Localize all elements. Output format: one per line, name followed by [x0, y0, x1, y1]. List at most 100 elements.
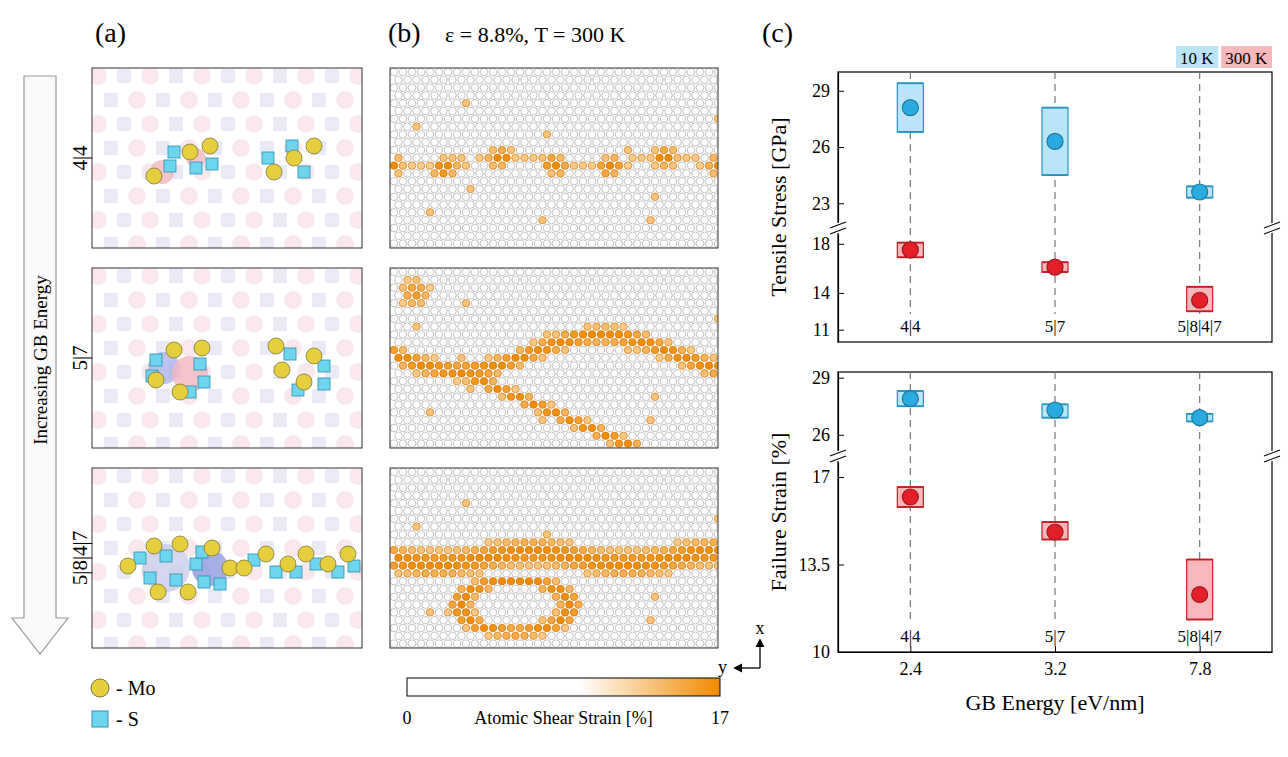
- atom: [669, 240, 677, 248]
- atom: [570, 315, 578, 323]
- atom: [503, 185, 511, 193]
- atom: [494, 92, 502, 100]
- atom: [395, 216, 403, 224]
- atom: [647, 76, 655, 84]
- atom: [507, 393, 515, 401]
- atom: [665, 354, 673, 362]
- atom: [530, 385, 538, 393]
- atom: [395, 307, 403, 315]
- lattice-site: [232, 539, 250, 557]
- atom: [575, 185, 583, 193]
- atom: [485, 123, 493, 131]
- atom: [669, 284, 677, 292]
- atom: [615, 146, 623, 154]
- atom: [629, 216, 637, 224]
- atom: [584, 354, 592, 362]
- atom: [539, 338, 547, 346]
- atom: [629, 370, 637, 378]
- atom: [548, 276, 556, 284]
- atom: [638, 323, 646, 331]
- atom: [575, 338, 583, 346]
- atom: [516, 409, 524, 417]
- atom: [701, 323, 709, 331]
- atom: [611, 276, 619, 284]
- atom: [480, 299, 488, 307]
- atom: [390, 146, 398, 154]
- atom: [444, 162, 452, 170]
- atom: [593, 201, 601, 209]
- atom: [539, 216, 547, 224]
- atom: [692, 276, 700, 284]
- lattice-site: [325, 213, 339, 227]
- atom: [633, 162, 641, 170]
- lattice-site: [180, 435, 198, 448]
- atom: [674, 370, 682, 378]
- atom: [476, 338, 484, 346]
- atom: [521, 201, 529, 209]
- atom: [507, 162, 515, 170]
- atom: [476, 385, 484, 393]
- atom: [462, 362, 470, 370]
- lattice-site: [169, 413, 183, 427]
- atom: [539, 185, 547, 193]
- atom: [696, 377, 704, 385]
- atom: [674, 292, 682, 300]
- atom: [638, 338, 646, 346]
- atom: [557, 354, 565, 362]
- atom: [399, 284, 407, 292]
- atom: [687, 315, 695, 323]
- atom: [431, 401, 439, 409]
- atom: [534, 240, 542, 248]
- atom: [449, 401, 457, 409]
- atom: [561, 284, 569, 292]
- structure-panel: [89, 267, 406, 477]
- atom: [431, 107, 439, 115]
- atom: [642, 268, 650, 276]
- atom: [539, 354, 547, 362]
- atom: [467, 92, 475, 100]
- atom: [539, 107, 547, 115]
- mo-atom: [268, 338, 284, 354]
- atom: [575, 370, 583, 378]
- atom: [575, 292, 583, 300]
- lattice-site: [141, 611, 159, 629]
- atom: [624, 115, 632, 123]
- atom: [516, 240, 524, 248]
- atom: [422, 170, 430, 178]
- atom: [449, 338, 457, 346]
- atom: [615, 115, 623, 123]
- atom: [665, 292, 673, 300]
- atom: [633, 240, 641, 248]
- atom: [651, 240, 659, 248]
- atom: [557, 370, 565, 378]
- atom: [534, 131, 542, 139]
- atom: [404, 401, 412, 409]
- lattice-site: [349, 468, 362, 485]
- atom: [683, 370, 691, 378]
- atom: [426, 284, 434, 292]
- atom: [507, 115, 515, 123]
- atom: [534, 99, 542, 107]
- atom: [557, 201, 565, 209]
- atom: [480, 115, 488, 123]
- lattice-site: [180, 187, 198, 205]
- atom: [647, 154, 655, 162]
- atom: [561, 224, 569, 232]
- atom: [593, 307, 601, 315]
- atom: [485, 138, 493, 146]
- atom: [701, 370, 709, 378]
- panel-label: (c): [762, 17, 793, 48]
- atom: [678, 346, 686, 354]
- lattice-site: [156, 637, 170, 648]
- atom: [624, 284, 632, 292]
- atom: [665, 416, 673, 424]
- atom: [525, 409, 533, 417]
- atom: [710, 92, 718, 100]
- atom: [665, 76, 673, 84]
- atom: [552, 393, 560, 401]
- atom: [705, 377, 713, 385]
- lattice-site: [128, 587, 146, 605]
- atom: [593, 216, 601, 224]
- mo-atom: [296, 374, 312, 390]
- atom: [467, 107, 475, 115]
